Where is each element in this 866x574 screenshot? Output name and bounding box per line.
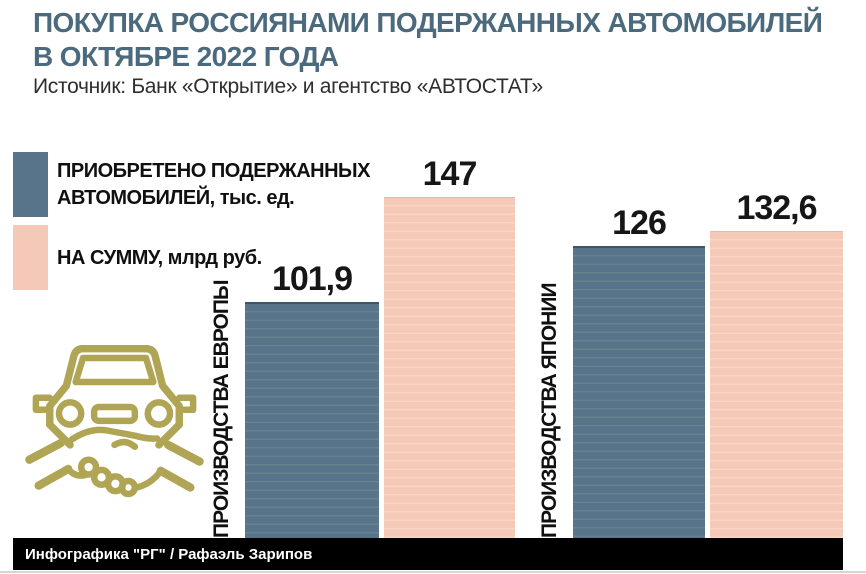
value-purchased-japan: 126: [612, 204, 667, 242]
legend-label-purchased-line2: АВТОМОБИЛЕЙ, тыс. ед.: [57, 187, 295, 209]
bottom-border-line: [0, 571, 866, 573]
legend-label-purchased: ПРИОБРЕТЕНО ПОДЕРЖАННЫХ АВТОМОБИЛЕЙ, тыс…: [57, 158, 370, 212]
car-handshake-icon: [22, 328, 207, 523]
source-line: Источник: Банк «Открытие» и агентство «А…: [33, 75, 543, 98]
bar-sum-japan: [710, 231, 843, 538]
page-title-line2: В ОКТЯБРЕ 2022 ГОДА: [33, 41, 339, 72]
legend-swatch-sum: [13, 225, 48, 290]
value-sum-japan: 132,6: [736, 189, 817, 227]
footer-credit: Инфографика "РГ" / Рафаэль Зарипов: [25, 545, 313, 563]
legend-label-purchased-line1: ПРИОБРЕТЕНО ПОДЕРЖАННЫХ: [57, 160, 370, 182]
category-label-japan: ПРОИЗВОДСТВА ЯПОНИИ: [538, 283, 561, 538]
bar-sum-europe: [384, 197, 515, 538]
footer-credit-bar: Инфографика "РГ" / Рафаэль Зарипов: [13, 538, 843, 570]
value-purchased-europe: 101,9: [271, 260, 353, 298]
legend-swatch-purchased: [13, 152, 48, 217]
legend-label-sum: НА СУММУ, млрд руб.: [57, 247, 262, 269]
category-label-europe: ПРОИЗВОДСТВА ЕВРОПЫ: [210, 280, 233, 538]
page-title-line1: ПОКУПКА РОССИЯНАМИ ПОДЕРЖАННЫХ АВТОМОБИЛ…: [33, 7, 823, 38]
value-sum-europe: 147: [422, 155, 478, 193]
page-title: ПОКУПКА РОССИЯНАМИ ПОДЕРЖАННЫХ АВТОМОБИЛ…: [33, 6, 823, 74]
bar-purchased-japan: [573, 246, 705, 538]
bar-purchased-europe: [245, 302, 379, 538]
